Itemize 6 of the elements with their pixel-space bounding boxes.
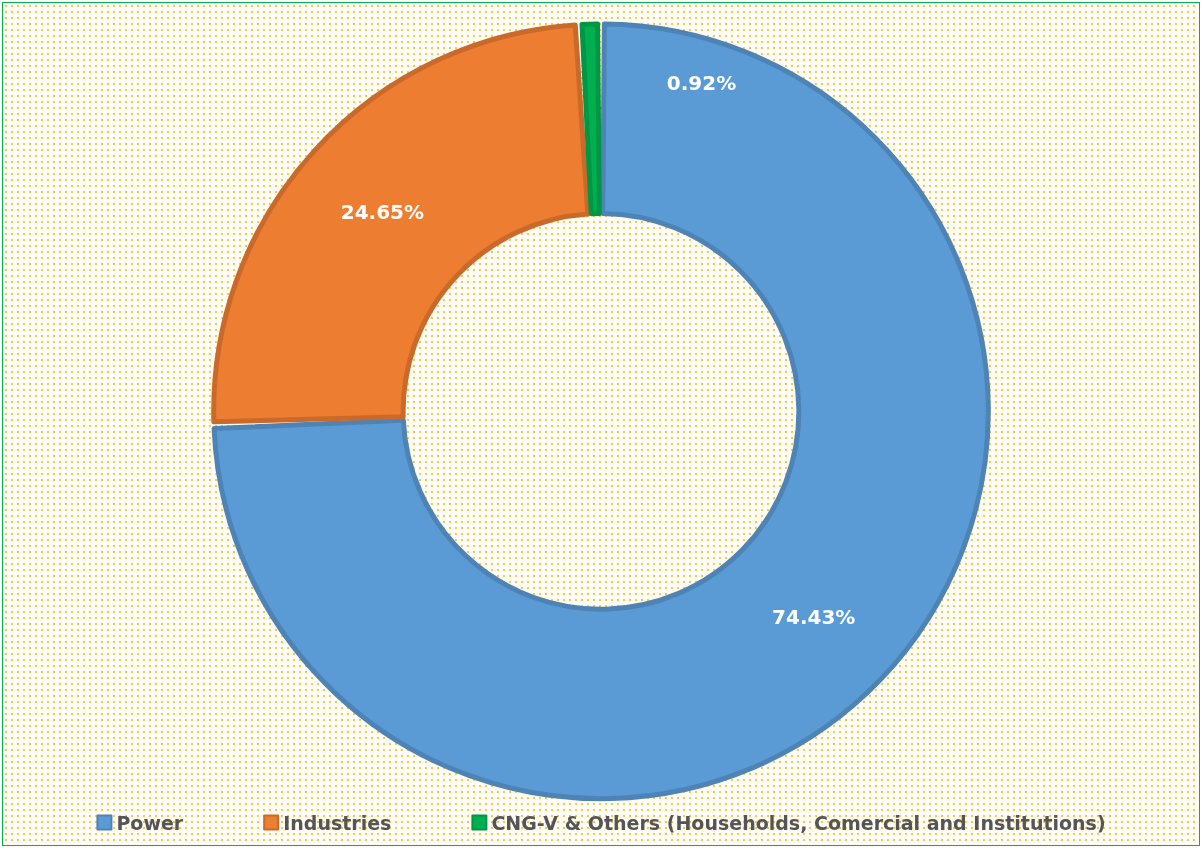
legend-label: Industries (283, 811, 392, 834)
legend-label: Power (116, 811, 184, 834)
legend-label: CNG-V & Others (Households, Comercial and Institutions) (491, 811, 1106, 834)
data-label: 74.43% (772, 604, 856, 629)
data-label: 0.92% (666, 70, 737, 95)
data-label: 24.65% (340, 200, 425, 225)
